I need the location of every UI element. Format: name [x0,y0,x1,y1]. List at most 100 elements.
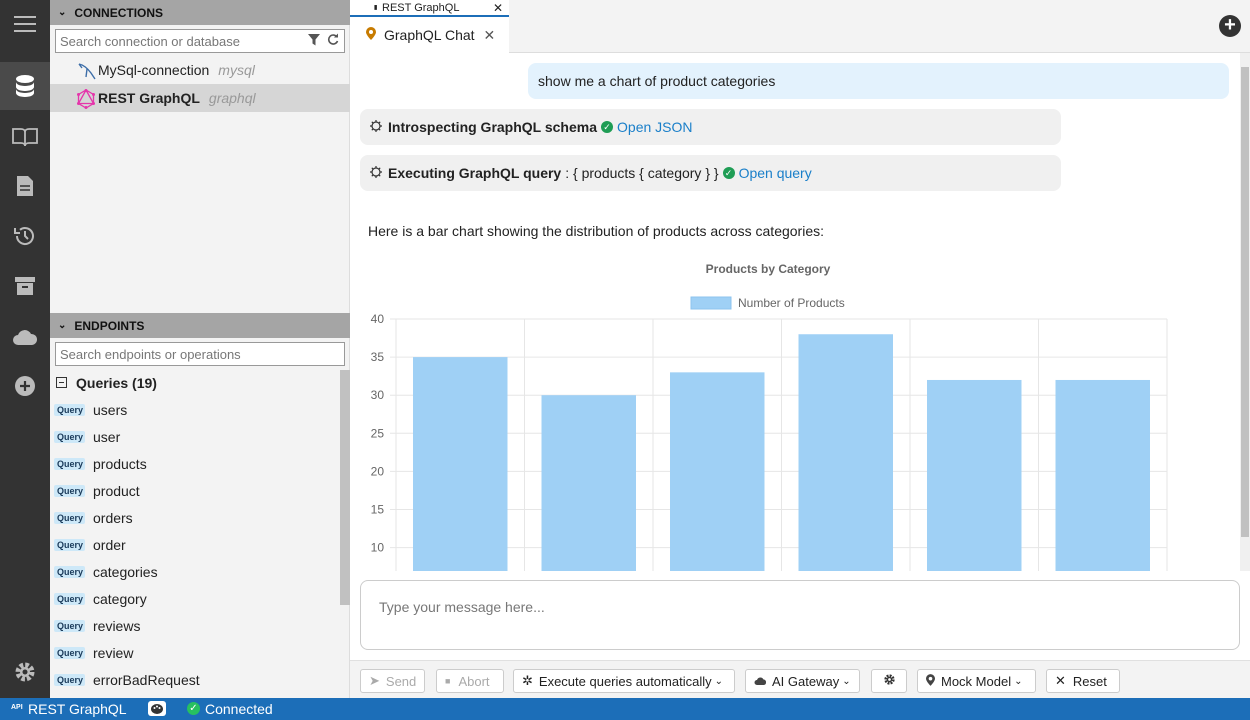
legend-swatch[interactable] [690,296,732,310]
bar[interactable] [541,395,637,571]
model-icon [926,673,935,689]
query-badge: Query [54,484,85,497]
gear-icon: ✲ [522,673,533,688]
settings-button[interactable] [871,669,907,693]
endpoints-scrollbar[interactable] [340,370,350,605]
bar[interactable] [413,357,508,571]
query-badge: Query [54,565,85,578]
connection-item-mysql[interactable]: MySql-connection mysql [50,56,350,84]
execute-label: Execute queries automatically [538,673,712,689]
abort-button[interactable]: ■ Abort [436,669,504,693]
endpoint-search-input[interactable]: Search endpoints or operations [55,342,345,366]
graphql-icon [77,88,95,112]
book-icon[interactable] [0,113,50,161]
bar[interactable] [927,379,1022,571]
chat-toolbar: ➤ Send ■ Abort ✲ Execute queries automatica… [350,660,1250,698]
abort-label: Abort [458,673,490,689]
model-dropdown[interactable]: Mock Model ⌄ [917,669,1036,693]
list-item[interactable]: Query orders [54,504,133,531]
close-icon[interactable]: ✕ [492,1,503,15]
open-query-link[interactable]: Open query [738,165,812,181]
add-icon[interactable] [0,362,50,410]
connection-name: REST GraphQL [98,90,200,106]
bar[interactable] [798,334,894,571]
endpoint-label: review [93,644,134,661]
connection-search-placeholder: Search connection or database [60,33,240,49]
query-badge: Query [54,538,85,551]
api-icon: ▮ [374,5,378,11]
query-badge: Query [54,646,85,659]
query-badge: Query [54,619,85,632]
menu-icon[interactable] [0,0,50,48]
connection-name: MySql-connection [98,62,210,78]
connection-search-input[interactable]: Search connection or database [55,29,345,53]
list-item[interactable]: Query users [54,396,127,423]
execute-queries-dropdown[interactable]: ✲ Execute queries automatically ⌄ [513,669,735,693]
close-icon[interactable]: ✕ [483,26,496,43]
palette-icon[interactable] [148,701,166,716]
list-item[interactable]: Query errorBadRequest [54,666,200,693]
cloud-icon[interactable] [0,313,50,361]
history-icon[interactable] [0,212,50,260]
file-icon[interactable] [0,162,50,210]
scrollbar-thumb[interactable] [1241,67,1249,537]
send-label: Send [385,673,417,689]
chart-title: Products by Category [706,262,831,276]
gear-icon [370,119,382,135]
bar-chart: Products by Category Number of Products … [371,262,1168,571]
check-icon: ✓ [601,121,614,133]
list-item[interactable]: Query product [54,477,140,504]
list-item[interactable]: Query review [54,639,133,666]
chat-scrollbar[interactable] [1240,53,1250,571]
cloud-icon [754,674,767,689]
step-label: Introspecting GraphQL schema [388,119,598,135]
gear-icon [883,673,896,689]
list-item[interactable]: Query products [54,450,147,477]
chevron-down-icon: ⌄ [1014,675,1023,687]
user-message-text: show me a chart of product categories [538,73,776,89]
reset-button[interactable]: ✕ Reset [1046,669,1120,693]
database-icon[interactable] [0,62,50,110]
step-label: Executing GraphQL query [388,165,562,181]
list-item[interactable]: Query order [54,531,126,558]
filter-icon[interactable] [308,34,320,49]
endpoints-header[interactable]: ⌄ ENDPOINTS [50,313,350,338]
chevron-down-icon: ⌄ [58,320,67,331]
bar[interactable] [1055,379,1151,571]
connections-header[interactable]: ⌄ CONNECTIONS [50,0,350,25]
collapse-icon[interactable] [56,377,67,388]
open-json-link[interactable]: Open JSON [617,119,693,135]
archive-icon[interactable] [0,262,50,310]
connection-item-graphql[interactable]: REST GraphQL graphql [50,84,350,112]
tab-rest-graphql[interactable]: ▮ REST GraphQL ✕ [350,0,509,17]
close-icon: ✕ [1055,673,1066,688]
queries-group-label: Queries (19) [76,374,157,391]
chevron-down-icon: ⌄ [58,7,67,18]
connections-title: CONNECTIONS [74,5,164,20]
new-tab-add-icon[interactable]: + [1219,15,1241,37]
status-connection[interactable]: REST GraphQL [28,701,127,717]
list-item[interactable]: Query categories [54,558,158,585]
tool-step-introspect: Introspecting GraphQL schema ✓ Open JSON [360,109,1061,145]
list-item[interactable]: Query reviews [54,612,140,639]
queries-group[interactable]: Queries (19) [56,369,157,396]
list-item[interactable]: Query category [54,585,147,612]
settings-icon[interactable] [0,648,50,696]
y-tick-label: 25 [371,426,385,440]
list-item[interactable]: Query user [54,423,120,450]
message-input[interactable]: Type your message here... [360,580,1240,650]
send-icon: ➤ [369,673,380,688]
endpoint-label: orders [93,509,133,526]
endpoint-label: errorBadRequest [93,671,200,688]
stop-icon: ■ [445,676,451,686]
bar[interactable] [670,372,765,571]
connection-driver: mysql [218,62,255,78]
refresh-icon[interactable] [327,33,339,48]
message-placeholder: Type your message here... [379,599,545,615]
gear-icon [370,165,382,181]
ai-gateway-dropdown[interactable]: AI Gateway ⌄ [745,669,860,693]
send-button[interactable]: ➤ Send [360,669,425,693]
legend-label[interactable]: Number of Products [738,296,845,310]
tab-graphql-chat[interactable]: GraphQL Chat ✕ [350,17,509,53]
api-badge: API [11,704,23,711]
